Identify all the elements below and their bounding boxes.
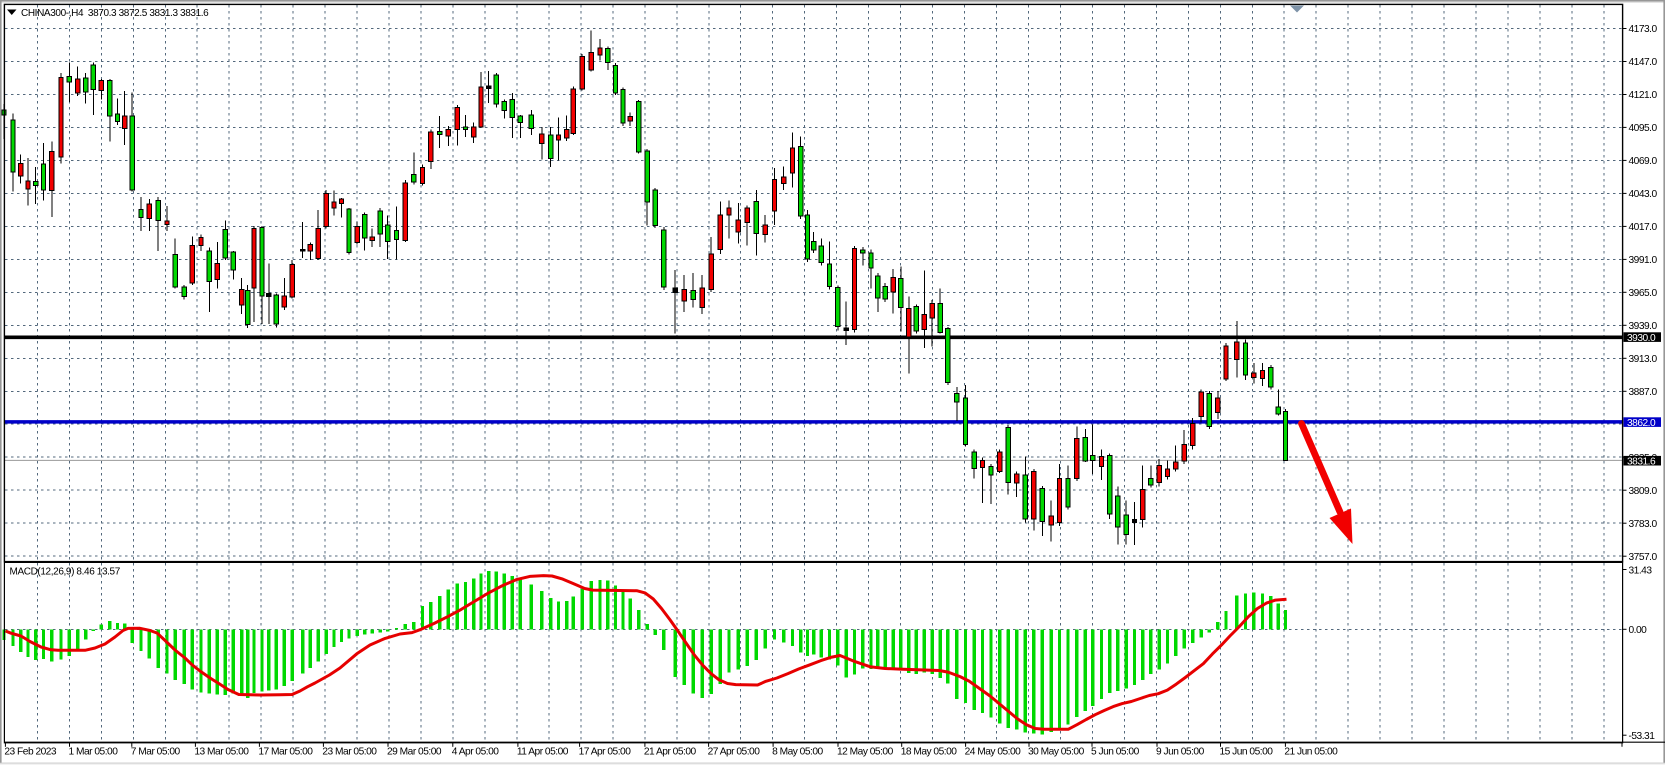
svg-text:17 Apr 05:00: 17 Apr 05:00: [579, 747, 632, 758]
svg-text:3862.0: 3862.0: [1627, 418, 1656, 429]
svg-text:4121.0: 4121.0: [1629, 90, 1658, 101]
svg-text:3939.0: 3939.0: [1629, 321, 1658, 332]
svg-text:5 Jun 05:00: 5 Jun 05:00: [1091, 747, 1140, 758]
svg-text:27 Apr 05:00: 27 Apr 05:00: [708, 747, 761, 758]
svg-text:8 May 05:00: 8 May 05:00: [772, 747, 823, 758]
svg-text:24 May 05:00: 24 May 05:00: [965, 747, 1022, 758]
svg-text:1 Mar 05:00: 1 Mar 05:00: [69, 747, 119, 758]
svg-text:29 Mar 05:00: 29 Mar 05:00: [387, 747, 442, 758]
svg-text:31.43: 31.43: [1629, 565, 1653, 576]
svg-text:13 Mar 05:00: 13 Mar 05:00: [194, 747, 249, 758]
svg-text:3913.0: 3913.0: [1629, 354, 1658, 365]
svg-text:3831.6: 3831.6: [1627, 456, 1656, 467]
svg-text:4043.0: 4043.0: [1629, 189, 1658, 200]
svg-text:4 Apr 05:00: 4 Apr 05:00: [452, 747, 499, 758]
svg-text:4017.0: 4017.0: [1629, 222, 1658, 233]
svg-text:21 Jun 05:00: 21 Jun 05:00: [1284, 747, 1338, 758]
svg-text:11 Apr 05:00: 11 Apr 05:00: [517, 747, 569, 758]
svg-text:3965.0: 3965.0: [1629, 288, 1658, 299]
svg-text:30 May 05:00: 30 May 05:00: [1028, 747, 1085, 758]
svg-text:3930.0: 3930.0: [1627, 333, 1656, 344]
svg-text:3887.0: 3887.0: [1629, 387, 1658, 398]
svg-text:18 May 05:00: 18 May 05:00: [901, 747, 958, 758]
svg-text:0.00: 0.00: [1629, 625, 1648, 636]
svg-text:3783.0: 3783.0: [1629, 519, 1658, 530]
svg-text:9 Jun 05:00: 9 Jun 05:00: [1156, 747, 1205, 758]
svg-text:7 Mar 05:00: 7 Mar 05:00: [131, 747, 181, 758]
svg-text:4147.0: 4147.0: [1629, 57, 1658, 68]
svg-text:4095.0: 4095.0: [1629, 123, 1658, 134]
svg-text:23 Mar 05:00: 23 Mar 05:00: [322, 747, 377, 758]
svg-text:4069.0: 4069.0: [1629, 156, 1658, 167]
svg-text:15 Jun 05:00: 15 Jun 05:00: [1220, 747, 1274, 758]
svg-text:MACD(12,26,9) 8.46 13.57: MACD(12,26,9) 8.46 13.57: [10, 567, 121, 578]
svg-text:-53.31: -53.31: [1629, 731, 1656, 742]
svg-text:4173.0: 4173.0: [1629, 24, 1658, 35]
svg-text:17 Mar 05:00: 17 Mar 05:00: [258, 747, 313, 758]
svg-text:3809.0: 3809.0: [1629, 486, 1658, 497]
svg-text:CHINA300-,H4 3870.3 3872.5 38: CHINA300-,H4 3870.3 3872.5 3831.3 3831.6: [21, 8, 209, 19]
svg-text:23 Feb 2023: 23 Feb 2023: [4, 747, 57, 758]
svg-text:21 Apr 05:00: 21 Apr 05:00: [644, 747, 697, 758]
svg-text:3991.0: 3991.0: [1629, 255, 1658, 266]
svg-text:3757.0: 3757.0: [1629, 552, 1658, 563]
svg-text:12 May 05:00: 12 May 05:00: [837, 747, 894, 758]
